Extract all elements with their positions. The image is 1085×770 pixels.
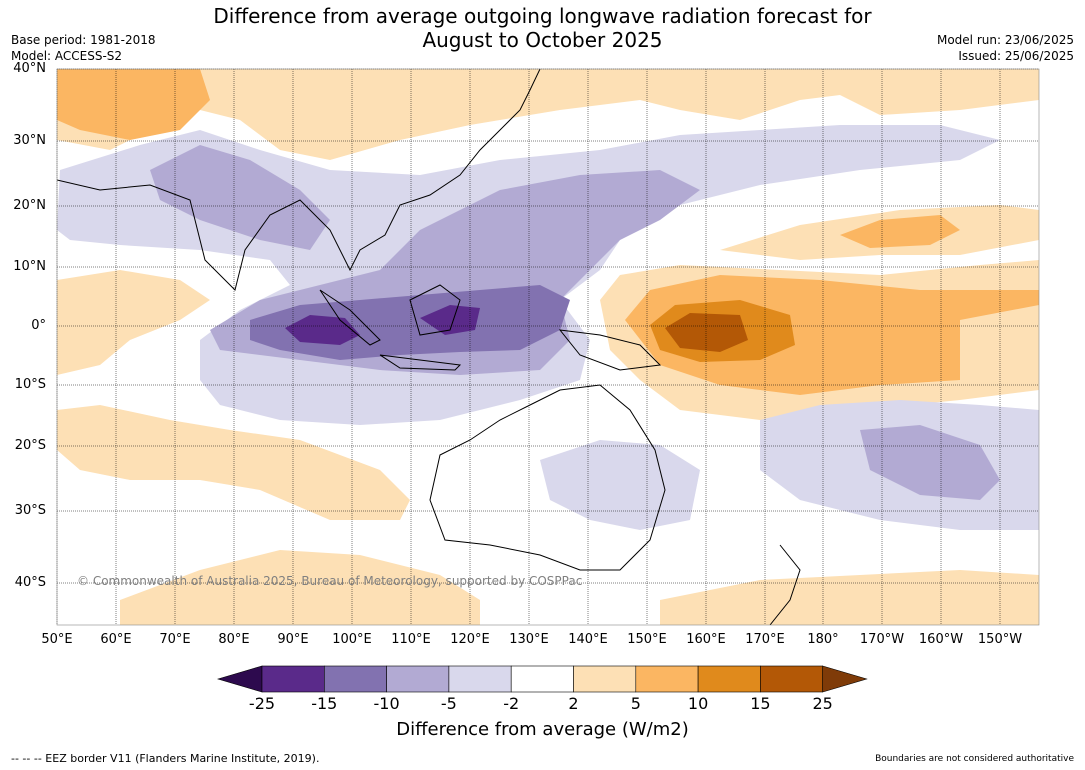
positive-anomaly-west-indian xyxy=(57,270,210,375)
very-strong-positive-anomaly xyxy=(665,313,748,352)
base-period: Base period: 1981-2018 xyxy=(11,33,156,47)
moderate-positive-anomaly-asia xyxy=(57,69,210,140)
boundary-note: Boundaries are not considered authoritat… xyxy=(875,754,1074,764)
very-strong-negative-anomaly xyxy=(285,315,360,345)
colorbar-segment xyxy=(697,665,761,693)
coastline-new-guinea xyxy=(558,329,662,371)
colorbar-tick-label: 5 xyxy=(630,694,641,713)
map-frame xyxy=(56,68,1040,626)
meta-left: Base period: 1981-2018 Model: ACCESS-S2 xyxy=(11,32,156,64)
map-title: Difference from average outgoing longwav… xyxy=(0,4,1085,52)
moderate-negative-anomaly xyxy=(150,145,330,250)
longitude-label: 100°E xyxy=(332,632,372,647)
coastline-australia xyxy=(429,384,666,571)
very-strong-negative-anomaly-east xyxy=(420,305,480,335)
colorbar xyxy=(216,665,868,693)
latitude-label: 40°N xyxy=(13,61,46,76)
longitude-label: 180° xyxy=(807,632,839,647)
latitude-label: 20°S xyxy=(14,438,46,453)
colorbar-tick-label: -10 xyxy=(373,694,400,713)
colorbar-segment xyxy=(635,665,699,693)
colorbar-tick-label: 15 xyxy=(750,694,771,713)
longitude-label: 140°E xyxy=(568,632,608,647)
coastline-asia xyxy=(57,69,541,291)
colorbar-segment xyxy=(510,665,574,693)
coastline-new-zealand xyxy=(769,544,801,625)
copyright-text: © Commonwealth of Australia 2025, Bureau… xyxy=(77,574,583,588)
colorbar-segment xyxy=(323,665,387,693)
longitude-label: 170°E xyxy=(745,632,785,647)
colorbar-tick-label: -2 xyxy=(503,694,520,713)
longitude-label: 170°W xyxy=(859,632,905,647)
colorbar-segment xyxy=(448,665,512,693)
colorbar-tick-label: -15 xyxy=(311,694,338,713)
colorbar-tick-label: 2 xyxy=(568,694,579,713)
moderate-negative-anomaly-south-pacific xyxy=(860,425,1000,500)
positive-anomaly-south-indian xyxy=(57,405,410,520)
colorbar-segment xyxy=(573,665,637,693)
longitude-label: 90°E xyxy=(277,632,309,647)
latitude-label: 30°N xyxy=(13,133,46,148)
colorbar-tick-label: -5 xyxy=(440,694,457,713)
model-name: Model: ACCESS-S2 xyxy=(11,49,123,63)
anomaly-field xyxy=(57,69,1039,625)
issued-date: Issued: 25/06/2025 xyxy=(958,49,1074,63)
model-run: Model run: 23/06/2025 xyxy=(936,33,1074,47)
colorbar-tick-label: 25 xyxy=(812,694,833,713)
longitude-label: 160°W xyxy=(918,632,964,647)
colorbar-tick-label: 10 xyxy=(687,694,709,713)
coastline-sumatra xyxy=(319,289,381,346)
latitude-label: 10°S xyxy=(14,377,46,392)
longitude-label: 160°E xyxy=(686,632,726,647)
eez-note: -- -- -- EEZ border V11 (Flanders Marine… xyxy=(11,752,320,765)
latitude-label: 30°S xyxy=(14,503,46,518)
longitude-label: 120°E xyxy=(450,632,490,647)
longitude-label: 110°E xyxy=(391,632,431,647)
coastline-borneo xyxy=(409,284,461,336)
longitude-label: 60°E xyxy=(100,632,132,647)
latitude-label: 40°S xyxy=(14,575,46,590)
colorbar-segment xyxy=(760,665,824,693)
title-line-2: August to October 2025 xyxy=(422,28,663,52)
colorbar-tick-label: -25 xyxy=(248,694,276,713)
latitude-label: 20°N xyxy=(13,198,46,213)
colorbar-extend-high xyxy=(822,665,868,693)
longitude-label: 50°E xyxy=(41,632,73,647)
longitude-label: 150°W xyxy=(977,632,1023,647)
positive-anomaly-south-pacific xyxy=(660,570,1039,625)
colorbar-title: Difference from average (W/m2) xyxy=(396,719,689,740)
title-line-1: Difference from average outgoing longwav… xyxy=(213,4,872,28)
meta-right: Model run: 23/06/2025 Issued: 25/06/2025 xyxy=(937,32,1074,64)
longitude-label: 130°E xyxy=(509,632,549,647)
longitude-label: 150°E xyxy=(627,632,667,647)
latitude-label: 10°N xyxy=(13,259,46,274)
latitude-label: 0° xyxy=(31,318,46,333)
colorbar-segment xyxy=(261,665,325,693)
colorbar-segment xyxy=(386,665,450,693)
coastline-java xyxy=(379,354,462,371)
longitude-label: 70°E xyxy=(159,632,191,647)
positive-anomaly-southern-ocean xyxy=(120,550,480,625)
longitude-label: 80°E xyxy=(218,632,250,647)
coastlines xyxy=(57,69,801,625)
positive-anomaly-north-pacific xyxy=(640,69,1039,120)
moderate-positive-anomaly-mid xyxy=(840,215,960,248)
colorbar-extend-low xyxy=(216,665,263,693)
